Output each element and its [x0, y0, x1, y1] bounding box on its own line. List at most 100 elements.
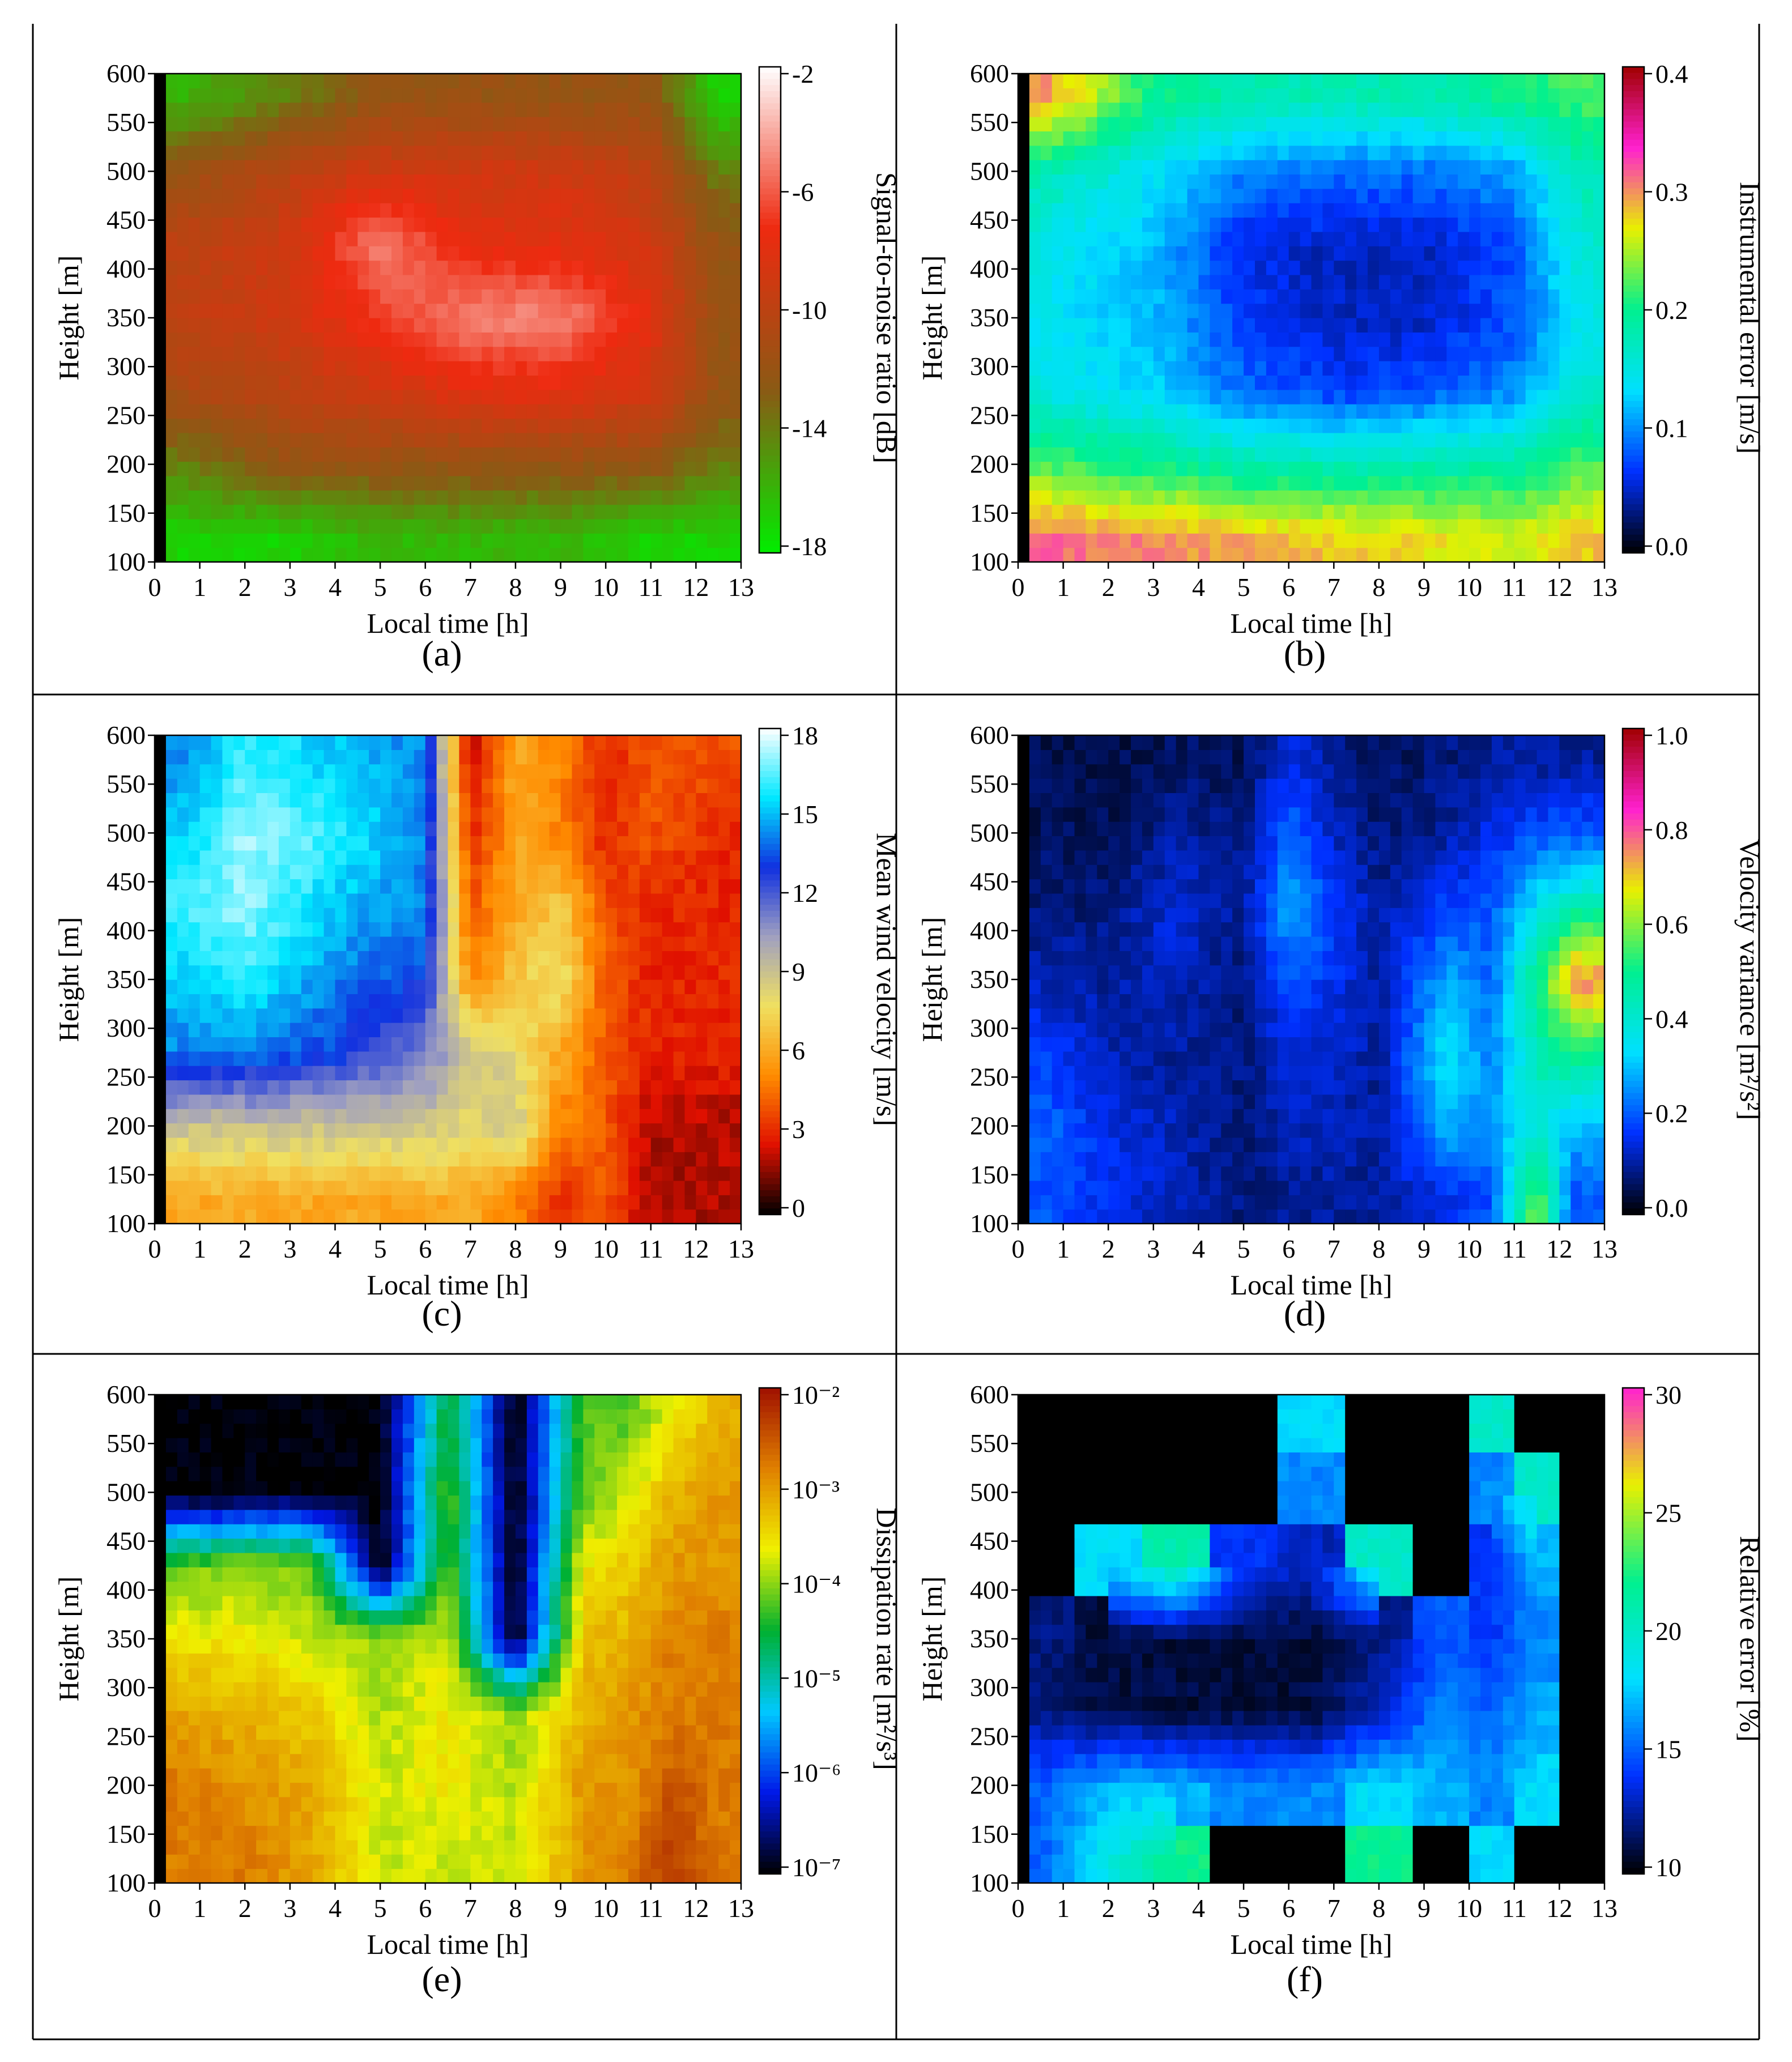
- heatmap-cell: [165, 951, 178, 966]
- heatmap-cell: [673, 1051, 686, 1066]
- heatmap-cell: [526, 475, 539, 491]
- heatmap-cell: [482, 389, 493, 404]
- heatmap-cell: [346, 1066, 358, 1081]
- heatmap-cell: [504, 1195, 516, 1210]
- heatmap-cell: [617, 518, 629, 534]
- heatmap-cell: [222, 447, 234, 462]
- heatmap-cell: [211, 1066, 223, 1081]
- heatmap-cell: [594, 1166, 606, 1181]
- heatmap-cell: [1322, 289, 1334, 304]
- heatmap-cell: [245, 160, 257, 175]
- heatmap-cell: [650, 361, 663, 376]
- heatmap-cell: [1029, 289, 1041, 304]
- heatmap-cell: [662, 418, 674, 433]
- heatmap-cell: [459, 1152, 471, 1167]
- heatmap-cell: [233, 1051, 245, 1066]
- heatmap-cell: [301, 951, 313, 966]
- heatmap-cell: [707, 461, 719, 476]
- heatmap-cell: [1176, 475, 1188, 491]
- heatmap-cell: [639, 461, 652, 476]
- heatmap-cell: [1254, 131, 1267, 146]
- heatmap-cell: [538, 951, 550, 966]
- heatmap-cell: [504, 274, 516, 289]
- heatmap-cell: [357, 1080, 369, 1095]
- heatmap-cell: [369, 1008, 381, 1023]
- heatmap-cell: [1514, 504, 1526, 519]
- heatmap-cell: [515, 274, 527, 289]
- heatmap-cell: [1559, 217, 1571, 232]
- heatmap-cell: [278, 1008, 291, 1023]
- heatmap-cell: [549, 1180, 561, 1195]
- heatmap-cell: [233, 979, 245, 994]
- heatmap-cell: [1480, 174, 1492, 189]
- heatmap-cell: [278, 289, 291, 304]
- heatmap-cell: [482, 936, 493, 951]
- heatmap-cell: [1356, 361, 1368, 376]
- heatmap-cell: [662, 1152, 674, 1167]
- heatmap-cell: [199, 260, 212, 275]
- heatmap-cell: [583, 332, 595, 347]
- heatmap-cell: [730, 361, 742, 376]
- heatmap-cell: [1345, 375, 1357, 390]
- colorbar-segment: [1623, 328, 1644, 335]
- heatmap-cell: [1514, 404, 1526, 419]
- heatmap-cell: [1401, 246, 1414, 261]
- heatmap-cell: [1593, 418, 1605, 433]
- heatmap-cell: [1412, 145, 1425, 160]
- heatmap-cell: [1176, 145, 1188, 160]
- heatmap-cell: [391, 1037, 403, 1052]
- heatmap-cell: [177, 432, 189, 448]
- heatmap-cell: [594, 217, 606, 232]
- heatmap-cell: [1131, 246, 1143, 261]
- colorbar-segment: [759, 67, 781, 74]
- heatmap-cell: [1097, 246, 1109, 261]
- heatmap-cell: [504, 1080, 516, 1095]
- heatmap-cell: [696, 246, 708, 261]
- heatmap-cell: [1029, 518, 1041, 534]
- heatmap-cell: [391, 1123, 403, 1138]
- heatmap-cell: [639, 994, 652, 1009]
- heatmap-cell: [1086, 260, 1097, 275]
- heatmap-cell: [1593, 260, 1605, 275]
- heatmap-cell: [1198, 117, 1210, 132]
- colorbar-segment: [759, 522, 781, 529]
- heatmap-cell: [1469, 246, 1481, 261]
- heatmap-cell: [1254, 432, 1267, 448]
- heatmap-cell: [673, 88, 686, 103]
- heatmap-cell: [380, 246, 392, 261]
- heatmap-cell: [1356, 432, 1368, 448]
- heatmap-cell: [639, 102, 652, 117]
- heatmap-cell: [211, 404, 223, 419]
- heatmap-cell: [1424, 461, 1436, 476]
- heatmap-cell: [301, 1166, 313, 1181]
- heatmap-cell: [414, 908, 426, 923]
- heatmap-cell: [1052, 203, 1064, 218]
- colorbar-segment: [759, 455, 781, 462]
- heatmap-cell: [606, 389, 618, 404]
- heatmap-cell: [1131, 547, 1143, 563]
- heatmap-cell: [155, 447, 167, 462]
- heatmap-cell: [278, 375, 291, 390]
- heatmap-cell: [1424, 547, 1436, 563]
- heatmap-cell: [1300, 174, 1312, 189]
- heatmap-cell: [402, 1152, 415, 1167]
- colorbar-segment: [759, 504, 781, 511]
- heatmap-cell: [188, 432, 201, 448]
- heatmap-cell: [1198, 447, 1210, 462]
- heatmap-cell: [448, 332, 459, 347]
- heatmap-cell: [436, 951, 449, 966]
- heatmap-cell: [1514, 461, 1526, 476]
- heatmap-cell: [380, 490, 392, 505]
- heatmap-cell: [1052, 404, 1064, 419]
- heatmap-cell: [696, 289, 708, 304]
- heatmap-cell: [199, 965, 212, 980]
- heatmap-cell: [1322, 418, 1334, 433]
- heatmap-cell: [572, 936, 584, 951]
- heatmap-cell: [662, 518, 674, 534]
- heatmap-cell: [1322, 203, 1334, 218]
- heatmap-cell: [188, 303, 201, 318]
- heatmap-cell: [414, 490, 426, 505]
- heatmap-cell: [707, 908, 719, 923]
- heatmap-cell: [482, 447, 493, 462]
- heatmap-cell: [1570, 74, 1582, 88]
